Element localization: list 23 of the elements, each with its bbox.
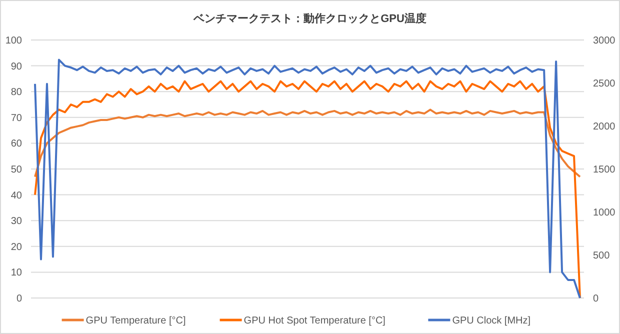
y2-tick-label: 1000 [593,208,616,218]
y-tick-label: 80 [10,87,22,98]
y-tick-label: 40 [10,190,22,202]
y-tick-label: 30 [10,216,22,228]
y-tick-label: 70 [10,112,22,124]
y2-tick-label: 2500 [593,78,616,90]
y-tick-label: 50 [10,164,22,176]
y-tick-label: 90 [10,61,22,72]
y-tick-label: 10 [10,268,22,279]
legend-label: GPU Clock [MHz] [452,316,531,326]
line-series [34,108,581,178]
legend-label: GPU Temperature [°C] [86,316,186,326]
y2-tick-label: 3000 [593,36,616,46]
y2-tick-label: 0 [593,294,599,304]
y-tick-label: 60 [10,138,22,150]
y-tick-label: 100 [5,36,22,46]
y-tick-label: 0 [16,294,22,304]
chart-title: ベンチマークテスト：動作クロックとGPU温度 [192,12,426,25]
legend-label: GPU Hot Spot Temperature [°C] [244,316,386,326]
y2-tick-label: 500 [593,250,610,262]
y-tick-label: 20 [10,242,22,253]
y2-tick-label: 2000 [593,122,616,132]
y2-tick-label: 1500 [593,164,616,176]
